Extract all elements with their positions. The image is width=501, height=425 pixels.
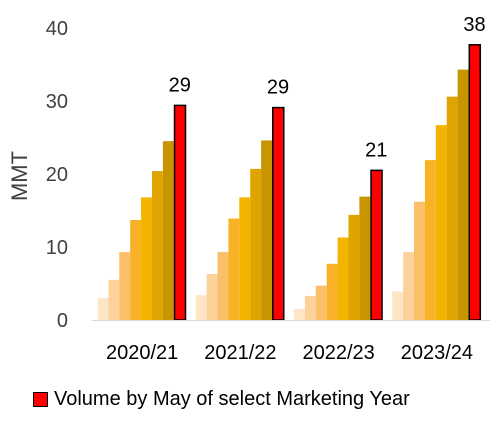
x-tick-label: 2022/23 bbox=[302, 342, 374, 364]
y-tick-label: 40 bbox=[46, 18, 68, 40]
cumulative-bar bbox=[293, 309, 305, 320]
cumulative-bar bbox=[206, 274, 218, 320]
x-axis-labels: 2020/21 2021/22 2022/23 2023/24 bbox=[106, 342, 473, 364]
cumulative-bar bbox=[119, 252, 131, 320]
cumulative-bar bbox=[217, 252, 229, 320]
cumulative-bar bbox=[141, 197, 152, 320]
y-tick-label: 0 bbox=[57, 310, 68, 332]
highlight-bar bbox=[173, 104, 187, 321]
legend-label: Volume by May of select Marketing Year bbox=[54, 388, 410, 410]
data-labels: 29 29 21 38 bbox=[169, 14, 486, 162]
cumulative-bar bbox=[195, 295, 207, 320]
x-tick-label: 2020/21 bbox=[106, 342, 178, 364]
cumulative-bar bbox=[392, 291, 404, 320]
y-axis-ticks: 0 10 20 30 40 bbox=[46, 18, 68, 332]
cumulative-bar bbox=[108, 279, 120, 320]
highlight-bar bbox=[272, 106, 285, 321]
cumulative-bar bbox=[359, 196, 371, 320]
cumulative-bar bbox=[304, 295, 316, 320]
data-label: 38 bbox=[463, 14, 485, 36]
x-tick-label: 2023/24 bbox=[401, 342, 473, 364]
cumulative-bar bbox=[162, 141, 174, 320]
cumulative-bar bbox=[130, 219, 142, 320]
cumulative-bar bbox=[348, 214, 360, 320]
bars bbox=[97, 44, 482, 321]
legend: Volume by May of select Marketing Year bbox=[33, 388, 410, 411]
data-label: 29 bbox=[267, 77, 289, 99]
y-tick-label: 30 bbox=[46, 91, 68, 113]
cumulative-bar bbox=[403, 252, 415, 320]
cumulative-bar bbox=[337, 237, 349, 320]
y-axis-title: MMT bbox=[7, 151, 32, 201]
cumulative-bar bbox=[228, 218, 240, 320]
bar-chart: 0 10 20 30 40 29 29 21 38 2020/21 2021/22 2022/23… bbox=[7, 14, 490, 364]
cumulative-bar bbox=[151, 171, 163, 320]
cumulative-bar bbox=[97, 298, 109, 320]
legend-swatch bbox=[33, 392, 48, 407]
cumulative-bar bbox=[315, 285, 327, 320]
cumulative-bar bbox=[239, 197, 251, 320]
data-label: 21 bbox=[365, 139, 387, 161]
x-tick-label: 2021/22 bbox=[204, 342, 276, 364]
cumulative-bar bbox=[446, 96, 458, 321]
cumulative-bar bbox=[250, 168, 262, 320]
cumulative-bar bbox=[424, 160, 436, 320]
cumulative-bar bbox=[435, 125, 447, 320]
highlight-bar bbox=[370, 169, 383, 321]
cumulative-bar bbox=[457, 69, 469, 320]
y-tick-label: 10 bbox=[46, 237, 68, 259]
cumulative-bar bbox=[414, 201, 425, 320]
cumulative-bar bbox=[326, 263, 338, 320]
y-tick-label: 20 bbox=[46, 164, 68, 186]
data-label: 29 bbox=[169, 74, 191, 96]
cumulative-bar bbox=[261, 140, 273, 320]
highlight-bar bbox=[468, 44, 482, 321]
